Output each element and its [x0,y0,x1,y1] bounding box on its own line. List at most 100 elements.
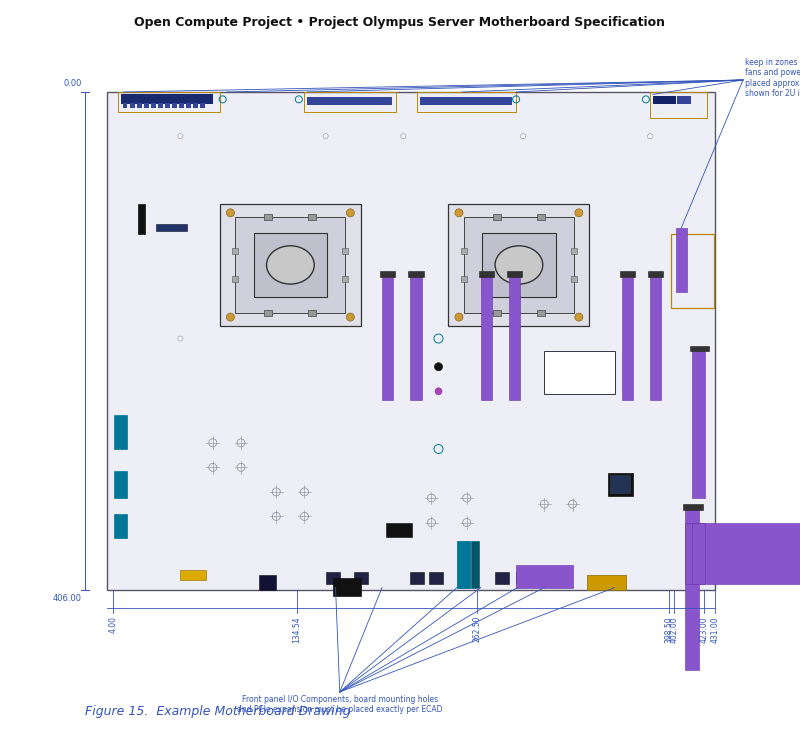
Bar [200,103,205,108]
Bar [264,310,272,315]
Bar [448,203,590,326]
Bar [464,217,574,313]
Circle shape [178,336,183,341]
Bar [650,277,662,400]
Circle shape [435,388,442,395]
Circle shape [455,209,463,217]
Bar [686,510,699,670]
Bar [138,203,145,234]
Bar [122,103,127,108]
Bar [671,234,714,308]
Circle shape [626,336,631,341]
Bar [495,572,509,584]
Circle shape [226,313,234,321]
Bar [677,96,691,104]
Bar [130,103,134,108]
Bar [305,92,396,111]
Bar [509,277,520,400]
Bar [571,276,577,283]
Bar [429,572,442,584]
Bar [408,272,423,277]
Bar [461,276,467,283]
Circle shape [323,134,328,138]
Bar [610,476,630,493]
Bar [693,523,705,584]
Circle shape [346,313,354,321]
Bar [254,233,327,297]
Bar [622,277,633,400]
Bar [537,310,545,315]
Circle shape [346,209,354,217]
Bar [156,225,187,231]
Circle shape [434,363,442,371]
Bar [471,541,479,588]
Text: 431.00: 431.00 [710,616,719,643]
Bar [410,572,425,584]
Bar [457,541,470,588]
Bar [235,217,346,313]
Bar [648,272,663,277]
Bar [675,228,686,292]
Bar [114,471,126,498]
Bar [380,272,395,277]
Bar [479,272,494,277]
Bar [114,414,126,449]
Bar [418,92,516,111]
Bar [493,310,501,315]
Bar [507,272,522,277]
Text: 402.00: 402.00 [670,616,678,643]
Bar [121,94,213,104]
Bar [179,103,184,108]
Bar [264,214,272,220]
Bar [608,474,633,496]
Bar [180,570,206,580]
Bar [544,351,615,394]
Circle shape [575,209,583,217]
Bar [653,96,675,104]
Bar [537,214,545,220]
Bar [482,233,555,297]
Bar [342,247,349,253]
Text: 0.00: 0.00 [64,79,82,88]
Bar [420,97,512,105]
Bar [586,575,626,590]
Circle shape [401,134,406,138]
Text: 134.54: 134.54 [292,616,302,643]
Circle shape [575,313,583,321]
Bar [354,572,368,584]
Bar [158,103,162,108]
Ellipse shape [495,246,542,284]
Text: 4.00: 4.00 [108,616,117,633]
Text: Open Compute Project • Project Olympus Server Motherboard Specification: Open Compute Project • Project Olympus S… [134,16,666,29]
Bar [165,103,170,108]
Bar [693,351,705,498]
Circle shape [648,134,653,138]
Bar [193,103,198,108]
Bar [690,346,709,351]
Circle shape [226,209,234,217]
Bar [308,310,316,315]
Bar [232,276,238,283]
Bar [481,277,492,400]
Bar [683,504,703,510]
Bar [386,523,412,537]
Text: 398.50: 398.50 [665,616,674,643]
Bar [137,103,142,108]
Bar [620,272,635,277]
Bar [333,578,361,596]
Bar [461,247,467,253]
Bar [186,103,191,108]
Bar [516,565,573,588]
Text: 423.00: 423.00 [699,616,708,643]
Text: 406.00: 406.00 [53,594,82,603]
Circle shape [455,313,463,321]
Bar [571,247,577,253]
Bar [382,277,394,400]
Bar [114,514,126,539]
Bar [144,103,149,108]
Bar [308,214,316,220]
Bar [410,277,422,400]
Bar [686,523,800,584]
Bar [232,247,238,253]
Bar [259,575,276,590]
